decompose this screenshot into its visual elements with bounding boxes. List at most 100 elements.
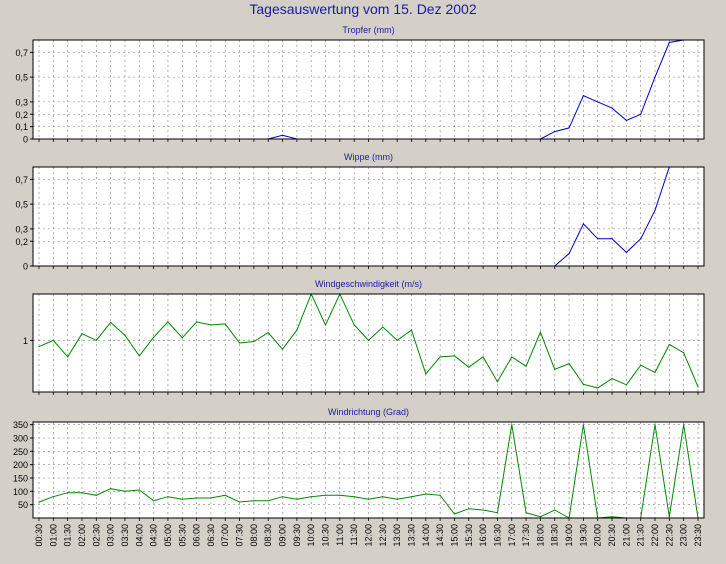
x-tick-label: 15:30 [464,524,474,547]
data-point [597,238,599,240]
y-tick-label: 0,7 [15,175,28,185]
x-tick-label: 04:30 [149,524,159,547]
data-point [611,107,613,109]
data-point [67,356,69,358]
data-point [525,365,527,367]
x-tick-label: 23:00 [679,524,689,547]
x-tick-label: 13:30 [406,524,416,547]
data-point [683,352,685,354]
data-point [697,386,699,388]
x-tick-label: 17:30 [521,524,531,547]
x-tick-label: 19:00 [564,524,574,547]
data-point [482,509,484,511]
x-tick-label: 01:00 [48,524,58,547]
x-tick-label: 16:00 [478,524,488,547]
data-point [224,323,226,325]
data-point [181,337,183,339]
x-tick-label: 21:30 [636,524,646,547]
x-tick-label: 01:30 [63,524,73,547]
data-point [654,209,656,211]
data-point [525,512,527,514]
data-point [511,356,513,358]
x-tick-label: 07:30 [235,524,245,547]
data-point [238,342,241,344]
data-point [539,516,542,518]
data-point [554,130,556,133]
data-point [367,498,370,500]
x-tick-label: 18:30 [550,524,560,547]
data-point [582,95,584,97]
y-tick-label: 300 [13,434,28,444]
data-point [410,496,413,498]
data-point [396,339,398,342]
y-tick-label: 0 [23,262,28,272]
data-point [654,371,656,373]
x-tick-label: 14:00 [421,524,431,547]
y-tick-label: 1 [23,336,28,346]
data-point [95,339,97,342]
y-tick-label: 0,2 [15,110,28,120]
data-point [539,331,542,333]
page-title: Tagesauswertung vom 15. Dez 2002 [249,1,477,17]
y-tick-label: 0,5 [15,73,28,83]
chart-panel-3: Windgeschwindigkeit (m/s) 1 [23,279,705,395]
y-tick-label: 0,3 [15,224,28,234]
y-tick-label: 0,1 [15,122,28,132]
data-point [496,381,499,383]
data-point [625,384,627,386]
x-tick-label: 17:00 [507,524,517,547]
data-point [453,355,456,357]
data-point [281,348,284,350]
x-tick-label: 20:30 [607,524,617,547]
data-point [668,41,670,44]
data-point [668,343,670,346]
data-point [640,113,642,115]
chart-panel-1: Tropfer (mm) 0 0,1 0,2 0,3 0,5 0,7 [15,25,705,145]
plot-frame [32,293,705,393]
data-point [67,492,69,494]
x-tick-label: 08:30 [263,524,273,547]
data-point [153,336,155,338]
x-tick-label: 22:30 [664,524,674,547]
plot-area [33,167,704,266]
x-tick-label: 03:00 [106,524,116,547]
x-tick-label: 03:30 [120,524,130,547]
x-tick-label: 12:30 [378,524,388,547]
data-point [640,364,642,366]
plot-frame [32,421,705,519]
x-tick-label: 19:30 [578,524,588,547]
data-point [181,498,183,500]
data-point [425,493,427,495]
y-tick-label: 0 [23,135,28,145]
chart-title: Tropfer (mm) [342,25,394,35]
data-point [195,321,198,323]
data-point [482,356,484,358]
data-point [597,387,599,389]
x-tick-label: 11:00 [335,524,345,546]
data-point [353,496,355,498]
plot-area [33,40,704,139]
data-point [253,500,255,502]
data-point [224,494,226,496]
y-tick-label: 50 [18,500,28,510]
x-tick-label: 12:00 [364,524,374,547]
x-tick-label: 04:00 [134,524,144,547]
x-tick-label: 15:00 [449,524,459,547]
data-point [410,329,413,331]
x-tick-label: 14:30 [435,524,445,547]
data-point [382,496,384,498]
data-point [683,424,685,426]
data-point [138,489,140,491]
data-point [38,501,40,503]
data-point [124,490,126,492]
data-point [582,383,584,385]
chart-panel-4: Windrichtung (Grad) 50 100 150 200 250 300 350 [13,407,705,521]
x-tick-label: 06:00 [192,524,202,547]
y-tick-label: 100 [13,487,28,497]
x-tick-label: 09:00 [278,524,288,547]
data-point [611,377,613,380]
data-point [582,424,584,426]
data-point [167,496,169,498]
data-point [195,497,198,499]
y-tick-label: 200 [13,460,28,470]
